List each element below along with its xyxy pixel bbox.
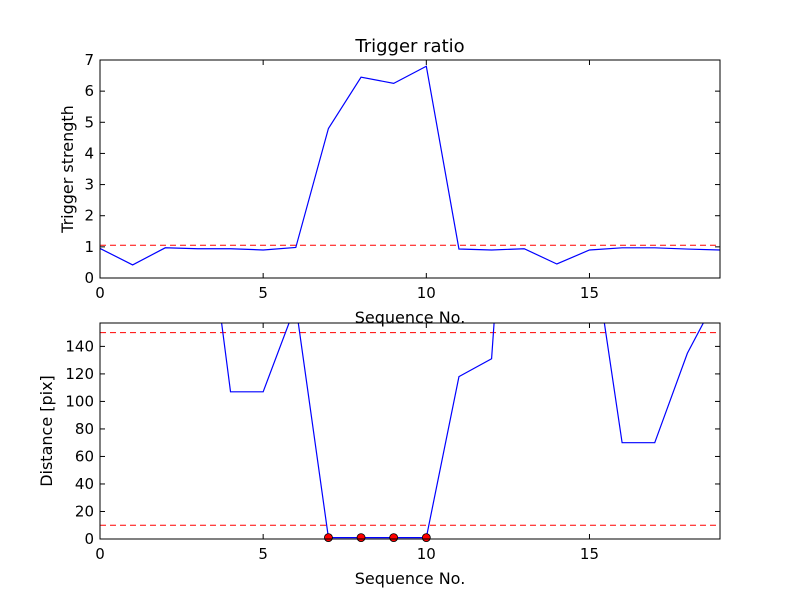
trigger-ratio-subplot: Trigger ratio Sequence No. Trigger stren… bbox=[58, 36, 721, 327]
data-point bbox=[421, 533, 431, 543]
y-tick-label: 0 bbox=[84, 530, 94, 548]
x-tick-label: 15 bbox=[580, 545, 599, 563]
y-tick-label: 2 bbox=[84, 207, 94, 225]
series-line bbox=[221, 323, 704, 539]
x-tick-label: 5 bbox=[258, 545, 268, 563]
y-tick-label: 140 bbox=[65, 337, 94, 355]
x-tick-label: 5 bbox=[258, 284, 268, 302]
plot-frame bbox=[99, 322, 721, 540]
y-tick-label: 120 bbox=[65, 365, 94, 383]
y-tick-label: 100 bbox=[65, 392, 94, 410]
y-tick-label: 7 bbox=[84, 51, 94, 69]
distance-subplot: Sequence No. Distance [pix] 0 5 10 15 0 20 40 6… bbox=[37, 322, 721, 588]
y-tick-label: 20 bbox=[75, 502, 94, 520]
y-axis-label: Distance [pix] bbox=[37, 375, 56, 487]
x-tick-label: 10 bbox=[417, 545, 436, 563]
series-line bbox=[100, 65, 720, 266]
y-axis-label: Trigger strength bbox=[58, 105, 77, 234]
y-tick-label: 3 bbox=[84, 176, 94, 194]
y-tick-label: 40 bbox=[75, 475, 94, 493]
y-tick-label: 4 bbox=[84, 144, 94, 162]
chart-title: Trigger ratio bbox=[354, 36, 464, 57]
data-point bbox=[356, 533, 366, 543]
data-point bbox=[324, 533, 333, 543]
x-axis-label: Sequence No. bbox=[355, 308, 466, 327]
y-tick-label: 6 bbox=[84, 82, 94, 100]
y-tick-label: 5 bbox=[84, 113, 94, 131]
y-tick-label: 60 bbox=[75, 447, 94, 465]
x-tick-label: 10 bbox=[417, 284, 436, 302]
y-tick-label: 1 bbox=[84, 238, 94, 256]
y-tick-label: 80 bbox=[75, 420, 94, 438]
plot-frame bbox=[99, 59, 721, 279]
y-tick-label: 0 bbox=[84, 269, 94, 287]
x-axis-label: Sequence No. bbox=[355, 569, 466, 588]
data-point bbox=[389, 533, 399, 543]
x-tick-label: 0 bbox=[95, 545, 105, 563]
x-tick-label: 0 bbox=[95, 284, 105, 302]
x-tick-label: 15 bbox=[580, 284, 599, 302]
